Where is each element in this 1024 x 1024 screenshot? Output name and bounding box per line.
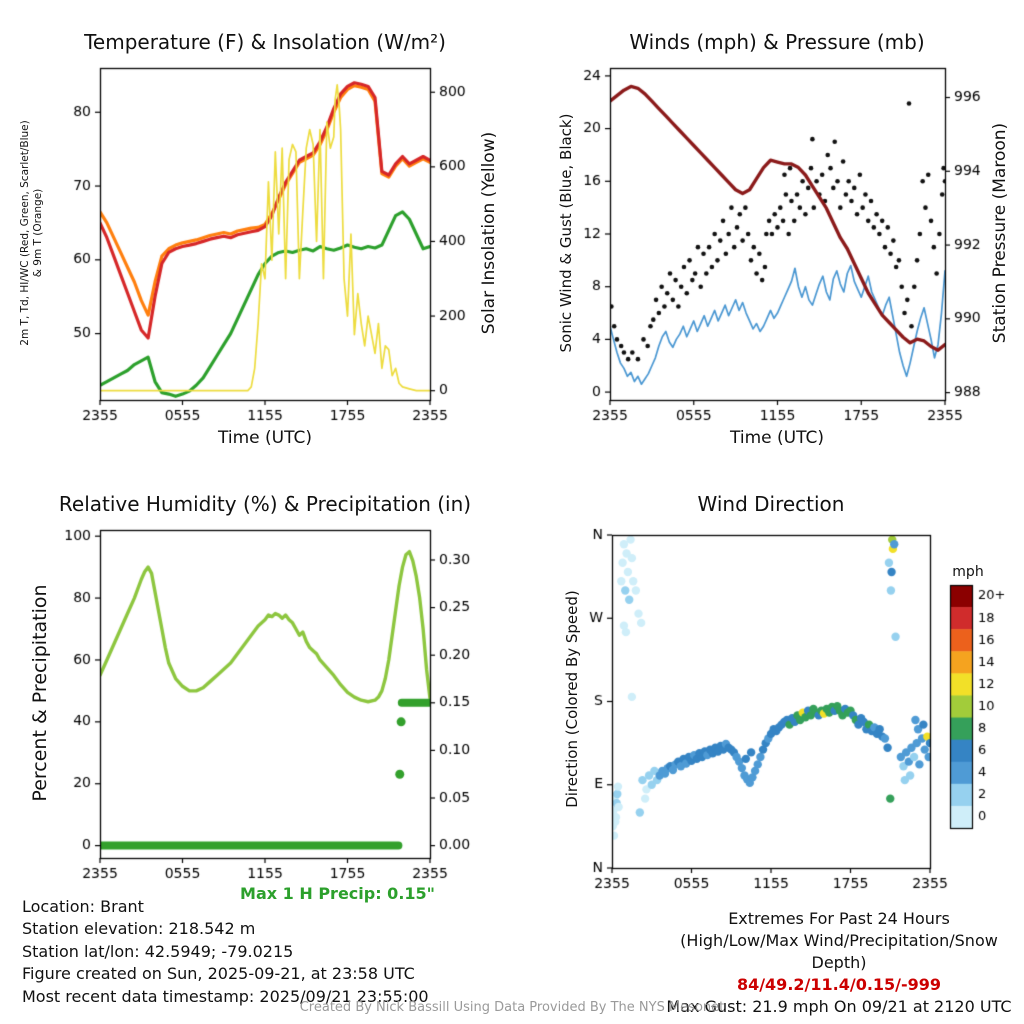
extremes-title: Extremes For Past 24 Hours	[728, 909, 950, 928]
data-timestamp: Most recent data timestamp: 2025/09/21 2…	[22, 986, 429, 1006]
temperature-chart-title: Temperature (F) & Insolation (W/m²)	[84, 30, 446, 54]
station-info-block: Location: Brant Station elevation: 218.5…	[22, 896, 492, 1008]
pressure-yaxis-right-label: Station Pressure (Maroon)	[990, 122, 1010, 344]
temperature-yaxis-left-label-line2: & 9m T (Orange)	[32, 188, 44, 278]
humidity-chart-title: Relative Humidity (%) & Precipitation (i…	[58, 492, 472, 516]
station-latlon: Station lat/lon: 42.5949; -79.0215	[22, 941, 294, 961]
winds-xaxis-label: Time (UTC)	[730, 428, 824, 448]
temperature-xaxis-label: Time (UTC)	[218, 428, 312, 448]
station-elevation: Station elevation: 218.542 m	[22, 919, 256, 939]
colorbar-title: mph	[952, 564, 984, 580]
temperature-yaxis-left-label: 2m T, Td, HI/WC (Red, Green, Scarlet/Blu…	[19, 53, 45, 413]
figure-created: Figure created on Sun, 2025-09-21, at 23…	[22, 964, 415, 984]
max-precip-label: Max 1 H Precip: 0.15"	[240, 884, 435, 903]
extremes-subtitle: (High/Low/Max Wind/Precipitation/Snow De…	[680, 931, 998, 972]
winds-chart-title: Winds (mph) & Pressure (mb)	[629, 30, 925, 54]
extremes-values: 84/49.2/11.4/0.15/-999	[736, 975, 942, 994]
extremes-block: Extremes For Past 24 Hours (High/Low/Max…	[655, 908, 1023, 1018]
max-gust: Max Gust: 21.9 mph On 09/21 at 2120 UTC	[666, 997, 1012, 1016]
wind-direction-chart-title: Wind Direction	[697, 492, 845, 516]
credit-line: Created By Nick Bassill Using Data Provi…	[299, 1000, 725, 1015]
wind-direction-yaxis-left-label: Direction (Colored By Speed)	[563, 590, 581, 808]
station-location: Location: Brant	[22, 897, 144, 916]
insolation-yaxis-right-label: Solar Insolation (Yellow)	[479, 131, 499, 335]
humidity-yaxis-left-label: Percent & Precipitation	[29, 584, 51, 802]
temperature-yaxis-left-label-line1: 2m T, Td, HI/WC (Red, Green, Scarlet/Blu…	[19, 120, 31, 346]
wind-yaxis-left-label: Sonic Wind & Gust (Blue, Black)	[557, 113, 575, 353]
